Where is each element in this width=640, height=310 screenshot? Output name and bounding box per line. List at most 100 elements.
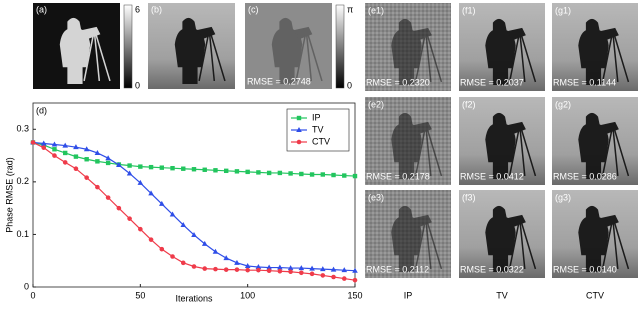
marker bbox=[169, 211, 176, 217]
marker bbox=[148, 164, 154, 170]
column-label: TV bbox=[496, 290, 508, 300]
panel-label: (f1) bbox=[462, 5, 476, 15]
image bbox=[148, 3, 235, 89]
marker bbox=[84, 175, 89, 180]
rmse-label: RMSE = 0.0140 bbox=[553, 264, 617, 274]
marker bbox=[63, 150, 68, 156]
marker bbox=[191, 167, 197, 172]
marker bbox=[73, 144, 79, 150]
marker bbox=[94, 149, 101, 155]
rmse-label: RMSE = 0.0412 bbox=[460, 171, 524, 181]
marker bbox=[287, 265, 294, 271]
marker bbox=[191, 231, 197, 237]
marker bbox=[137, 179, 144, 185]
marker bbox=[73, 154, 79, 159]
marker bbox=[51, 141, 58, 147]
image bbox=[365, 190, 451, 278]
marker bbox=[296, 115, 302, 121]
marker bbox=[41, 145, 47, 150]
x-tick-label: 50 bbox=[135, 290, 145, 300]
column-label: CTV bbox=[586, 290, 604, 300]
panel-label: (g3) bbox=[555, 192, 571, 202]
marker bbox=[40, 140, 47, 146]
colorbar-min: 0 bbox=[347, 80, 352, 90]
marker bbox=[170, 165, 175, 171]
y-axis-label: Phase RMSE (rad) bbox=[4, 157, 14, 233]
panel-label: (g2) bbox=[555, 99, 571, 109]
panel-label: (g1) bbox=[555, 5, 571, 15]
image-panels: (a) (b) (c) RMSE = 0.2748 6 0 π 0 (e1) RMSE = 0.2… bbox=[33, 3, 638, 300]
marker bbox=[30, 140, 36, 145]
marker bbox=[138, 164, 143, 169]
marker bbox=[277, 268, 283, 274]
x-axis-label: Iterations bbox=[175, 293, 213, 303]
image bbox=[33, 3, 120, 89]
marker bbox=[213, 266, 218, 272]
marker bbox=[224, 168, 229, 174]
image bbox=[552, 190, 638, 278]
rmse-label: RMSE = 0.2112 bbox=[366, 264, 429, 274]
y-tick-label: 0.3 bbox=[16, 124, 29, 134]
marker bbox=[116, 205, 122, 211]
image bbox=[459, 97, 545, 185]
image bbox=[365, 97, 451, 185]
marker bbox=[309, 265, 315, 271]
marker bbox=[256, 170, 261, 175]
panel-label: (d) bbox=[36, 105, 47, 115]
marker bbox=[296, 139, 302, 145]
marker bbox=[127, 163, 132, 168]
marker bbox=[299, 171, 304, 177]
panel-label: (e2) bbox=[368, 99, 384, 109]
marker bbox=[234, 267, 240, 272]
marker bbox=[266, 264, 272, 270]
rmse-label: RMSE = 0.0322 bbox=[460, 264, 524, 274]
rmse-label: RMSE = 0.2178 bbox=[366, 171, 430, 181]
marker bbox=[105, 160, 111, 166]
marker bbox=[320, 266, 326, 272]
marker bbox=[277, 170, 283, 176]
marker bbox=[148, 190, 154, 196]
panel-label: (b) bbox=[151, 4, 162, 14]
image bbox=[552, 3, 638, 91]
marker bbox=[191, 264, 197, 269]
y-tick-label: 0.2 bbox=[16, 176, 29, 186]
colorbar-min: 0 bbox=[135, 80, 140, 90]
marker bbox=[266, 170, 272, 176]
marker bbox=[95, 184, 100, 190]
marker bbox=[244, 262, 251, 268]
x-tick-label: 150 bbox=[347, 290, 362, 300]
marker bbox=[245, 267, 250, 273]
marker bbox=[105, 195, 111, 200]
image bbox=[245, 3, 332, 89]
marker bbox=[180, 260, 186, 266]
marker bbox=[213, 168, 218, 173]
image bbox=[552, 97, 638, 185]
marker bbox=[277, 264, 283, 270]
image bbox=[459, 3, 545, 91]
panel-label: (c) bbox=[248, 4, 259, 14]
marker bbox=[148, 237, 154, 242]
rmse-label: RMSE = 0.1144 bbox=[553, 77, 616, 87]
marker bbox=[202, 266, 208, 271]
marker bbox=[95, 159, 100, 164]
marker bbox=[352, 173, 358, 179]
marker bbox=[288, 269, 293, 275]
image bbox=[459, 190, 545, 278]
y-tick-label: 0.1 bbox=[16, 229, 29, 239]
marker bbox=[159, 165, 164, 170]
marker bbox=[159, 200, 165, 206]
marker bbox=[255, 264, 262, 270]
marker bbox=[296, 127, 302, 132]
legend-label: IP bbox=[312, 112, 321, 122]
marker bbox=[223, 255, 229, 261]
x-tick-label: 0 bbox=[30, 290, 35, 300]
colorbar-max: 6 bbox=[135, 4, 140, 14]
marker bbox=[234, 169, 240, 174]
marker bbox=[127, 216, 132, 221]
marker bbox=[331, 274, 336, 280]
column-label: IP bbox=[404, 290, 413, 300]
marker bbox=[159, 246, 165, 252]
y-tick-label: 0 bbox=[24, 281, 29, 291]
marker bbox=[330, 266, 337, 272]
colorbar-max: π bbox=[347, 4, 353, 14]
